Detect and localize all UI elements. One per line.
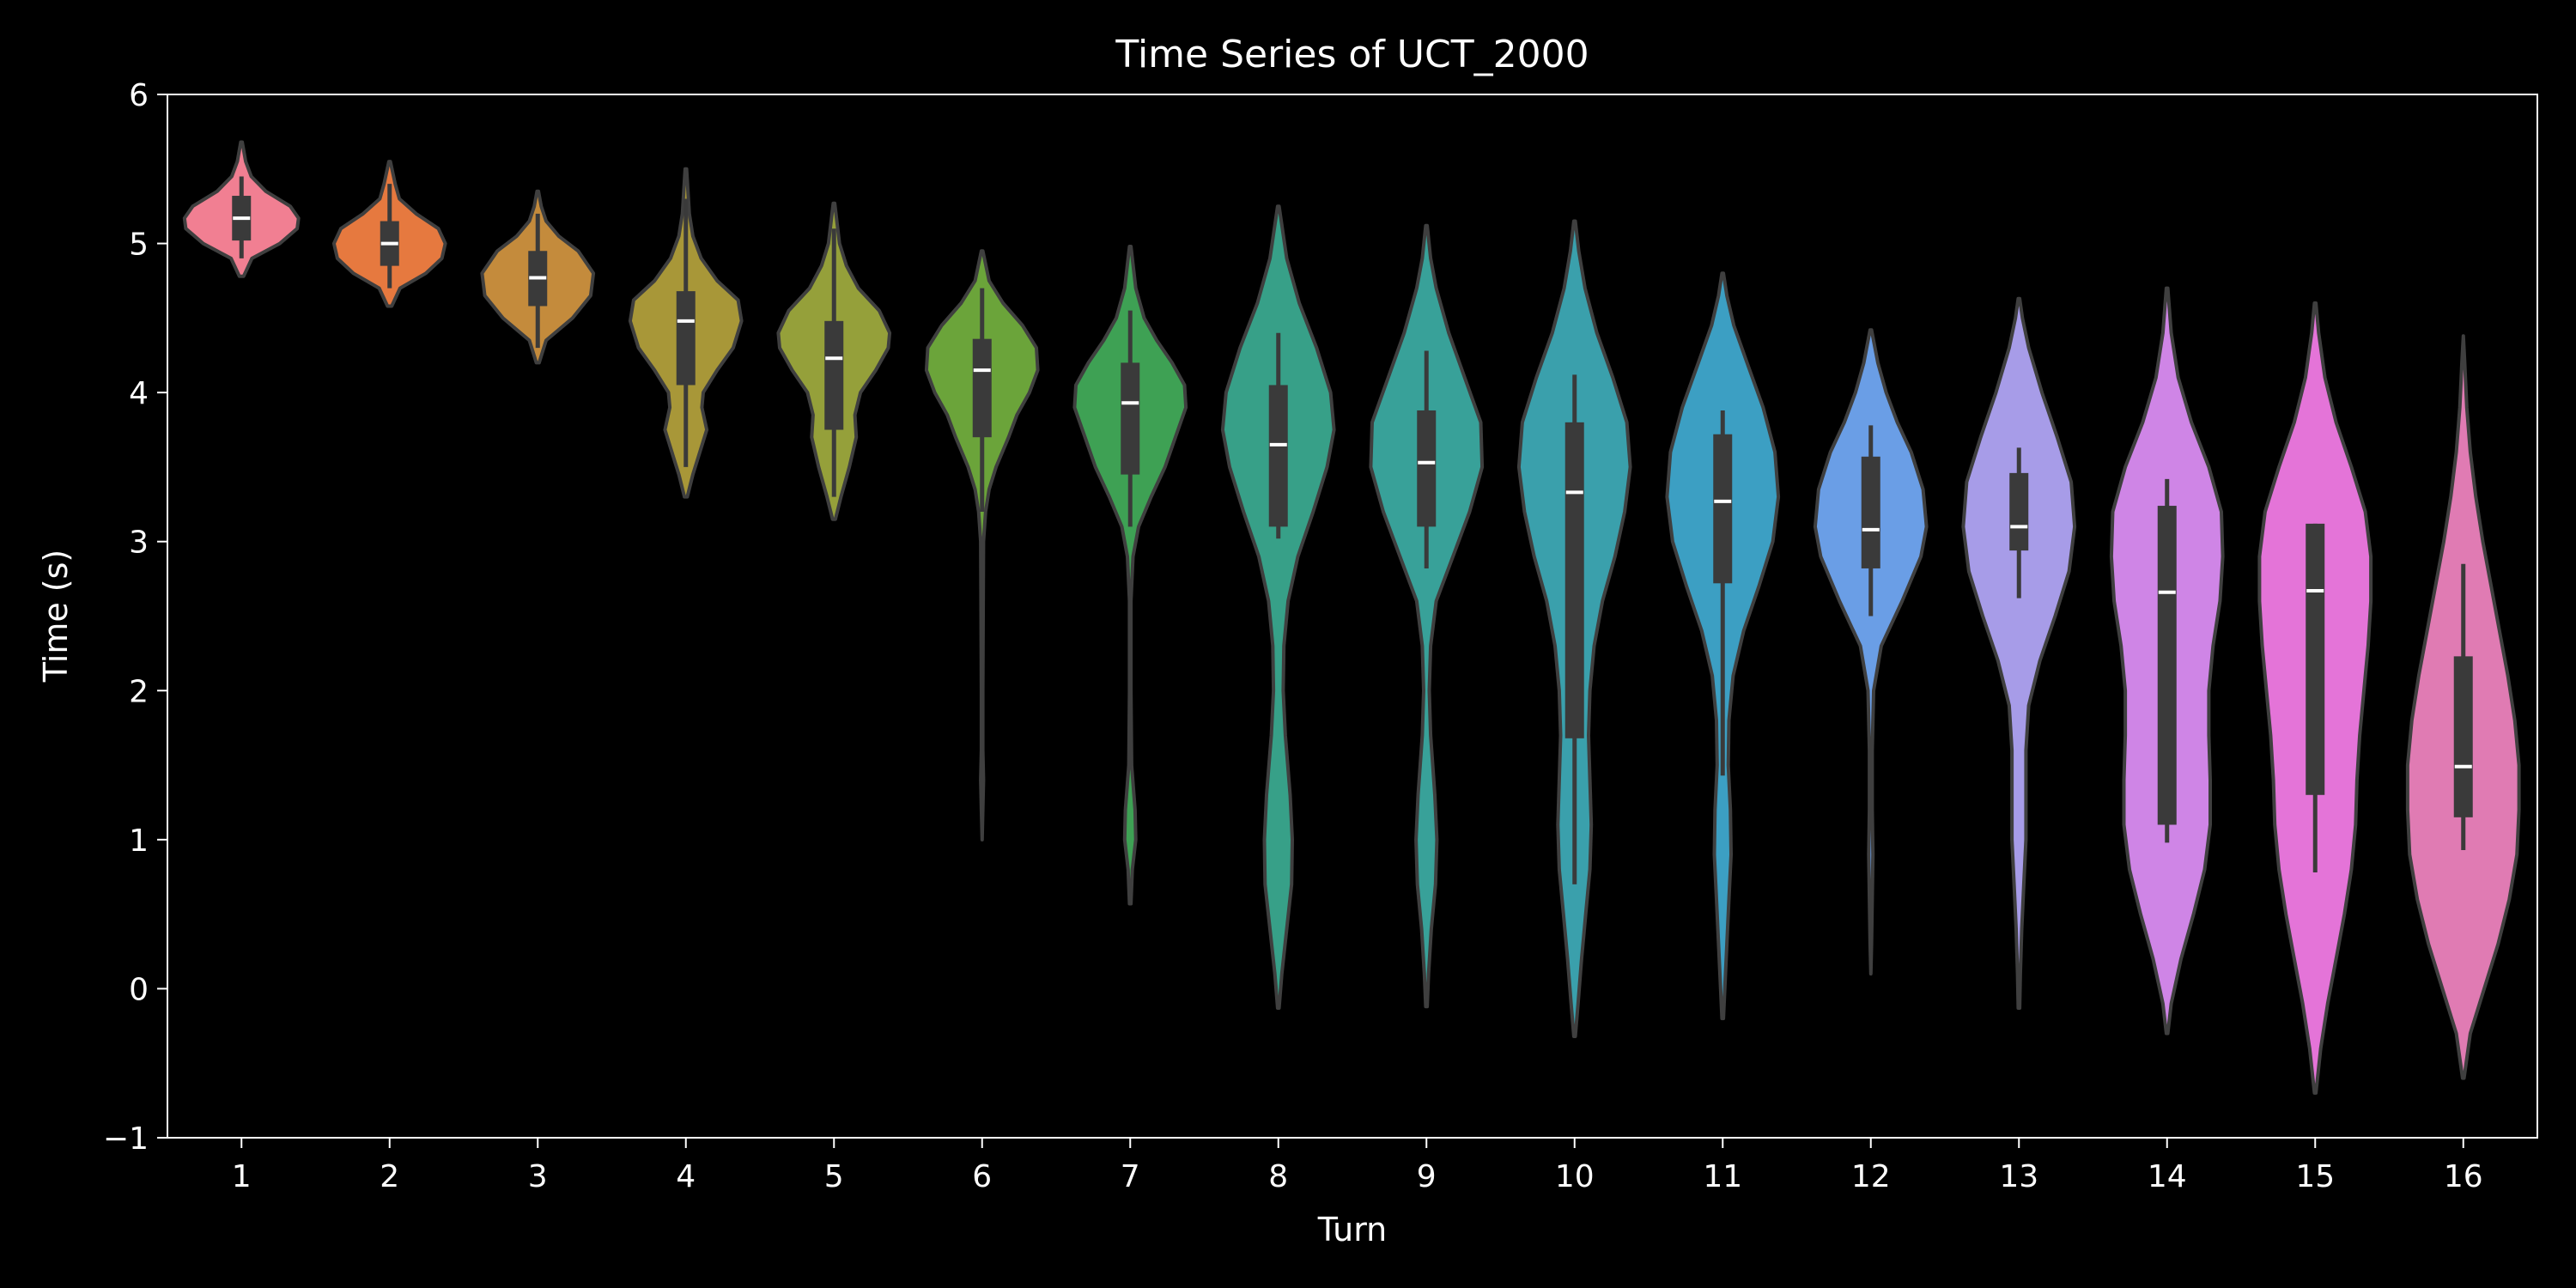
violin-9 (1369, 223, 1485, 1009)
violin-7 (1072, 245, 1188, 906)
x-tick-label: 9 (1417, 1159, 1437, 1194)
violins-layer (182, 140, 2521, 1095)
violin-iqr-box (972, 338, 992, 438)
x-tick-label: 15 (2295, 1159, 2335, 1194)
x-axis-label: Turn (1317, 1211, 1388, 1249)
x-tick-label: 5 (824, 1159, 844, 1194)
violin-6 (924, 249, 1040, 841)
y-axis-label: Time (s) (37, 550, 75, 683)
violin-iqr-box (2306, 523, 2325, 795)
violin-body (1813, 328, 1929, 976)
violin-iqr-box (1121, 362, 1140, 475)
violin-14 (2109, 286, 2225, 1036)
violin-iqr-box (2157, 506, 2177, 825)
plot-frame (167, 94, 2538, 1139)
violin-iqr-box (1861, 456, 1880, 568)
x-tick-label: 7 (1121, 1159, 1140, 1194)
violin-iqr-box (1713, 434, 1733, 584)
y-tick-label: 0 (129, 972, 149, 1007)
x-tick-label: 1 (232, 1159, 252, 1194)
violin-11 (1665, 271, 1781, 1021)
violin-5 (776, 201, 892, 521)
x-tick-label: 10 (1555, 1159, 1595, 1194)
violin-iqr-box (1268, 385, 1288, 527)
x-tick-label: 8 (1268, 1159, 1288, 1194)
violin-13 (1961, 296, 2077, 1010)
x-tick-label: 12 (1851, 1159, 1891, 1194)
violin-iqr-box (824, 320, 844, 430)
violin-1 (182, 140, 301, 278)
y-tick-label: 3 (129, 526, 149, 561)
x-tick-label: 14 (2148, 1159, 2187, 1194)
y-tick-label: 5 (129, 228, 149, 263)
violin-iqr-box (2453, 656, 2473, 817)
violin-body (1072, 245, 1188, 906)
y-tick-label: 2 (129, 674, 149, 709)
y-tick-label: −1 (103, 1121, 149, 1157)
x-tick-label: 2 (380, 1159, 399, 1194)
y-tick-label: 1 (129, 823, 149, 859)
x-tick-label: 16 (2444, 1159, 2483, 1194)
violin-3 (480, 189, 596, 365)
violin-12 (1813, 328, 1929, 976)
x-tick-label: 6 (972, 1159, 992, 1194)
violin-10 (1516, 219, 1632, 1038)
violin-15 (2257, 301, 2373, 1095)
x-tick-label: 3 (528, 1159, 548, 1194)
violin-body (924, 249, 1040, 841)
x-axis: 1 2 3 4 5 6 7 8 9 10 11 12 13 14 15 16 (232, 1138, 2483, 1194)
x-tick-label: 11 (1703, 1159, 1742, 1194)
chart-title: Time Series of UCT_2000 (1115, 33, 1589, 76)
violin-iqr-box (676, 291, 696, 386)
violin-2 (331, 160, 447, 308)
violin-body (1220, 204, 1336, 1010)
violin-iqr-box (2009, 472, 2029, 551)
y-axis: −1 0 1 2 3 4 5 6 (103, 78, 167, 1157)
violin-8 (1220, 204, 1336, 1010)
x-tick-label: 13 (1999, 1159, 2038, 1194)
y-tick-label: 6 (129, 78, 149, 113)
violin-body (1369, 223, 1485, 1009)
violin-4 (628, 167, 744, 499)
violin-16 (2405, 334, 2521, 1080)
violin-iqr-box (1417, 410, 1437, 527)
violin-iqr-box (1564, 422, 1584, 738)
violin-body (1961, 296, 2077, 1010)
x-tick-label: 4 (676, 1159, 696, 1194)
y-tick-label: 4 (129, 376, 149, 411)
